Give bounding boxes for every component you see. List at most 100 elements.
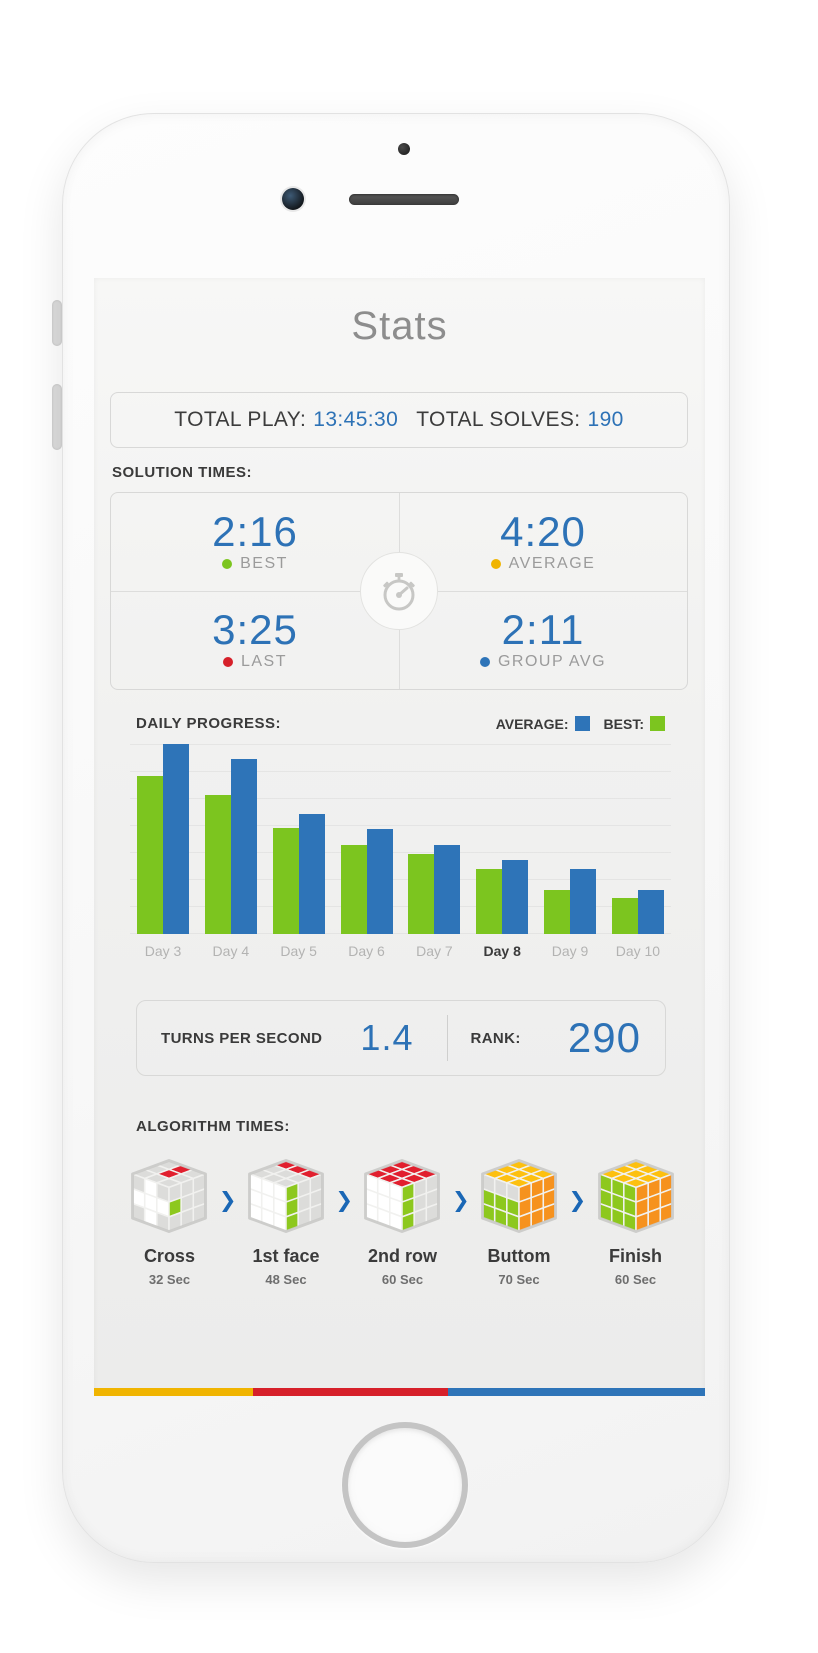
algorithm-step-2nd-row: 2nd row 60 Sec — [353, 1152, 452, 1287]
step-name: Cross — [143, 1246, 195, 1266]
bar-pair — [204, 744, 257, 934]
legend-average: AVERAGE: — [496, 716, 590, 732]
step-time: 48 Sec — [265, 1272, 307, 1287]
cube-icon — [364, 1159, 441, 1233]
proximity-sensor-icon — [398, 143, 410, 155]
tps-label: TURNS PER SECOND — [161, 1029, 323, 1047]
day-label-day-8[interactable]: Day 8 — [483, 943, 521, 959]
bar-group: Day 4 — [204, 744, 258, 960]
best-value: 2:16 — [212, 508, 298, 555]
chart-legend: AVERAGE: BEST: — [496, 716, 665, 732]
bar-average-day-5 — [298, 814, 325, 934]
stripe-segment — [252, 1388, 449, 1396]
algorithm-times-heading: ALGORITHM TIMES: — [136, 1118, 290, 1135]
day-label-day-5[interactable]: Day 5 — [280, 943, 317, 959]
bar-group: Day 10 — [611, 744, 665, 960]
legend-best-swatch — [650, 716, 665, 731]
stopwatch-badge — [360, 552, 438, 630]
last-value: 3:25 — [212, 606, 298, 653]
stopwatch-icon — [383, 573, 415, 611]
bar-group: Day 6 — [340, 744, 394, 960]
total-solves-label: TOTAL SOLVES: — [416, 408, 581, 431]
algorithm-steps-row: Cross 32 Sec ❯ 1st face 48 Sec ❯ 2nd row 60 S… — [120, 1152, 685, 1287]
cube-icon — [597, 1159, 674, 1233]
day-label-day-6[interactable]: Day 6 — [348, 943, 385, 959]
bar-group: Day 5 — [272, 744, 326, 960]
rank-value: 290 — [567, 1014, 641, 1061]
step-time: 60 Sec — [381, 1272, 424, 1287]
bar-best-day-3 — [137, 776, 163, 934]
bar-pair — [272, 744, 325, 934]
stat-group-avg: 2:11 GROUP AVG — [399, 591, 687, 689]
bar-group: Day 7 — [407, 744, 461, 960]
day-label-day-7[interactable]: Day 7 — [416, 943, 453, 959]
footer-color-stripe — [94, 1388, 705, 1396]
last-label: LAST — [240, 653, 287, 670]
daily-progress-chart: Day 3 Day 4 Day 5 Day 6 Day 7 Day 8 Day 9 Day 1… — [130, 744, 671, 960]
algorithm-step-cross: Cross 32 Sec — [120, 1152, 219, 1287]
stat-best: 2:16 BEST — [111, 493, 399, 591]
bar-group: Day 9 — [543, 744, 597, 960]
bar-pair — [340, 744, 393, 934]
bar-best-day-6 — [340, 845, 367, 934]
bar-average-day-3 — [163, 744, 189, 934]
cube-icon — [248, 1159, 324, 1233]
bar-average-day-4 — [230, 759, 257, 934]
bar-best-day-4 — [204, 795, 231, 934]
step-time: 70 Sec — [498, 1272, 540, 1287]
step-time: 32 Sec — [148, 1272, 191, 1287]
step-name: Buttom — [487, 1246, 551, 1266]
solution-times-card: 2:16 BEST 4:20 AVERAGE 3:25 LAST 2:11 — [110, 492, 688, 690]
tps-value: 1.4 — [360, 1017, 414, 1058]
algorithm-step-buttom: Buttom 70 Sec — [470, 1152, 569, 1287]
best-dot-icon — [222, 559, 233, 569]
bar-best-day-10 — [611, 898, 638, 934]
solution-times-heading: SOLUTION TIMES: — [112, 464, 252, 481]
step-arrow-icon: ❯ — [218, 1189, 237, 1212]
volume-button[interactable] — [52, 384, 62, 450]
step-name: Finish — [609, 1246, 663, 1266]
daily-progress-heading: DAILY PROGRESS: — [136, 715, 282, 732]
bar-pair — [408, 744, 461, 934]
total-play-value: 13:45:30 — [313, 408, 399, 431]
legend-best: BEST: — [604, 716, 665, 732]
bar-pair — [137, 744, 189, 934]
bar-average-day-10 — [637, 890, 664, 934]
stat-average: 4:20 AVERAGE — [399, 493, 687, 591]
day-label-day-4[interactable]: Day 4 — [212, 943, 250, 959]
step-arrow-icon: ❯ — [451, 1189, 470, 1212]
stripe-segment — [448, 1388, 705, 1396]
legend-best-label: BEST: — [603, 715, 644, 732]
step-arrow-icon: ❯ — [568, 1189, 587, 1212]
earpiece-speaker — [349, 194, 459, 205]
step-arrow-icon: ❯ — [335, 1189, 354, 1212]
app-screen: Stats TOTAL PLAY: 13:45:30 TOTAL SOLVES:… — [94, 278, 705, 1396]
stripe-segment — [94, 1388, 253, 1396]
step-name: 1st face — [252, 1246, 320, 1266]
bar-best-day-7 — [408, 854, 435, 934]
average-label: AVERAGE — [508, 555, 596, 572]
day-label-day-9[interactable]: Day 9 — [551, 943, 589, 959]
average-value: 4:20 — [500, 508, 586, 555]
total-solves-value: 190 — [587, 408, 624, 431]
day-label-day-3[interactable]: Day 3 — [144, 943, 182, 959]
day-label-day-10[interactable]: Day 10 — [615, 943, 661, 959]
bar-average-day-7 — [434, 845, 461, 934]
bar-groups: Day 3 Day 4 Day 5 Day 6 Day 7 Day 8 Day 9 Day 1… — [136, 744, 665, 960]
step-time: 60 Sec — [614, 1272, 657, 1287]
mute-switch[interactable] — [52, 300, 62, 346]
group-avg-label: GROUP AVG — [497, 653, 607, 670]
algorithm-step-finish: Finish 60 Sec — [586, 1152, 685, 1287]
stat-last: 3:25 LAST — [111, 591, 399, 689]
cube-icon — [131, 1159, 208, 1233]
home-button[interactable] — [342, 1422, 468, 1548]
average-dot-icon — [490, 559, 501, 569]
legend-average-swatch — [574, 716, 590, 731]
last-dot-icon — [222, 657, 233, 667]
group-avg-value: 2:11 — [501, 606, 585, 653]
bar-pair — [611, 744, 664, 934]
page-title: Stats — [351, 304, 448, 348]
bar-pair — [476, 744, 529, 934]
cube-icon — [481, 1159, 557, 1233]
total-play-label: TOTAL PLAY: — [174, 408, 307, 431]
